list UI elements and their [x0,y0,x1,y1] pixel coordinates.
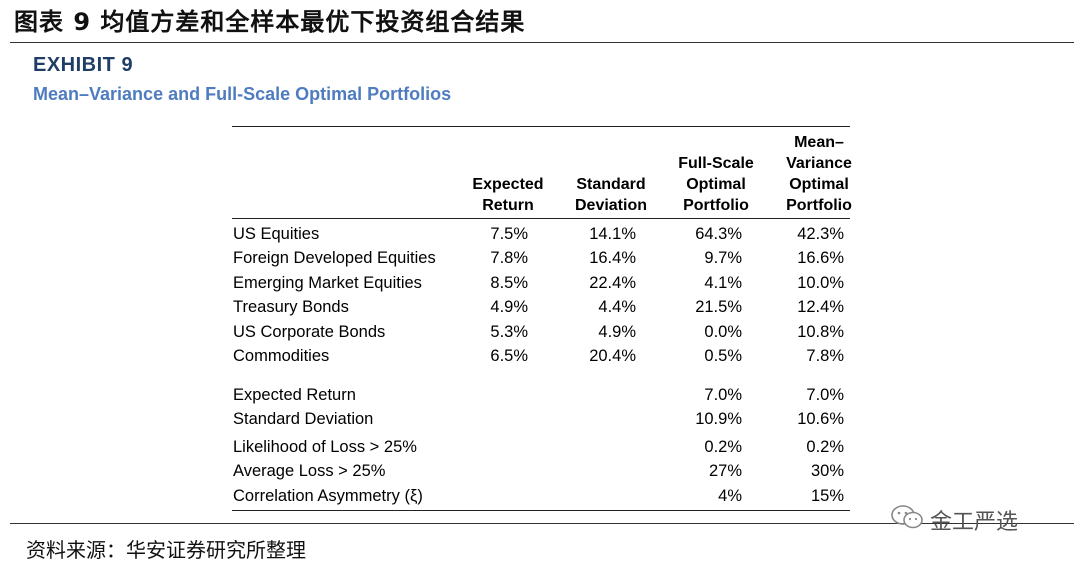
expected-return-cell: 6.5% [490,347,528,365]
source-note: 资料来源：华安证券研究所整理 [26,538,306,562]
header-full-scale-optimal: Full-Scale Optimal Portfolio [678,155,754,214]
standard-deviation-cell: 4.9% [598,323,636,341]
full-scale-cell: 7.0% [704,386,742,404]
mean-variance-cell: 10.8% [797,323,844,341]
watermark-text: 金工严选 [930,510,1019,535]
table-row: Emerging Market Equities 8.5% 22.4% 4.1%… [0,271,1080,295]
mean-variance-cell: 10.6% [797,410,844,428]
mean-variance-cell: 0.2% [806,438,844,456]
table-row: Expected Return 7.0% 7.0% [0,383,1080,407]
header-standard-deviation: Standard Deviation [574,176,647,214]
table-row: Standard Deviation 10.9% 10.6% [0,407,1080,431]
full-scale-cell: 64.3% [695,225,742,243]
mean-variance-cell: 30% [810,462,844,480]
standard-deviation-cell: 20.4% [589,347,636,365]
figure-title: 图表 9 均值方差和全样本最优下投资组合结果 [14,8,526,36]
top-divider [10,42,1074,43]
standard-deviation-cell: 16.4% [589,249,636,267]
table-row: Foreign Developed Equities 7.8% 16.4% 9.… [0,246,1080,270]
table-row: US Equities 7.5% 14.1% 64.3% 42.3% [0,222,1080,246]
row-label: US Equities [233,225,320,243]
table-row: Average Loss > 25% 27% 30% [0,459,1080,483]
full-scale-cell: 0.5% [704,347,742,365]
bottom-divider [10,523,1074,524]
header-mean-variance-optimal: Mean– Variance Optimal Portfolio [786,134,852,214]
row-label: Standard Deviation [233,410,374,428]
standard-deviation-cell: 4.4% [598,298,636,316]
table-row: Likelihood of Loss > 25% 0.2% 0.2% [0,435,1080,459]
row-label: Treasury Bonds [233,298,349,316]
table-row: Correlation Asymmetry (ξ) 4% 15% [0,484,1080,508]
wechat-icon [890,503,924,537]
watermark: 金工严选 [890,503,1018,537]
expected-return-cell: 5.3% [490,323,528,341]
row-label: Correlation Asymmetry (ξ) [233,487,423,505]
row-label: Likelihood of Loss > 25% [233,438,417,456]
row-label: Foreign Developed Equities [233,249,436,267]
table-header-rule [232,218,850,219]
full-scale-cell: 9.7% [704,249,742,267]
exhibit-subtitle: Mean–Variance and Full-Scale Optimal Por… [33,84,452,104]
mean-variance-cell: 15% [810,487,844,505]
row-label: Commodities [233,347,330,365]
mean-variance-cell: 16.6% [797,249,844,267]
full-scale-cell: 27% [708,462,742,480]
full-scale-cell: 4.1% [704,274,742,292]
expected-return-cell: 4.9% [490,298,528,316]
standard-deviation-cell: 22.4% [589,274,636,292]
mean-variance-cell: 42.3% [797,225,844,243]
table-row: US Corporate Bonds 5.3% 4.9% 0.0% 10.8% [0,320,1080,344]
table-bottom-rule [232,510,850,511]
row-label: US Corporate Bonds [233,323,386,341]
header-expected-return: Expected Return [472,176,544,214]
row-label: Expected Return [233,386,356,404]
row-label: Average Loss > 25% [233,462,386,480]
mean-variance-cell: 12.4% [797,298,844,316]
full-scale-cell: 0.0% [704,323,742,341]
full-scale-cell: 0.2% [704,438,742,456]
expected-return-cell: 7.5% [490,225,528,243]
exhibit-label: EXHIBIT 9 [33,54,134,76]
mean-variance-cell: 7.0% [806,386,844,404]
table-top-rule [232,126,850,127]
expected-return-cell: 8.5% [490,274,528,292]
expected-return-cell: 7.8% [490,249,528,267]
full-scale-cell: 4% [718,487,742,505]
standard-deviation-cell: 14.1% [589,225,636,243]
full-scale-cell: 21.5% [695,298,742,316]
row-label: Emerging Market Equities [233,274,422,292]
table-row: Treasury Bonds 4.9% 4.4% 21.5% 12.4% [0,295,1080,319]
mean-variance-cell: 7.8% [806,347,844,365]
table-row: Commodities 6.5% 20.4% 0.5% 7.8% [0,344,1080,368]
mean-variance-cell: 10.0% [797,274,844,292]
full-scale-cell: 10.9% [695,410,742,428]
